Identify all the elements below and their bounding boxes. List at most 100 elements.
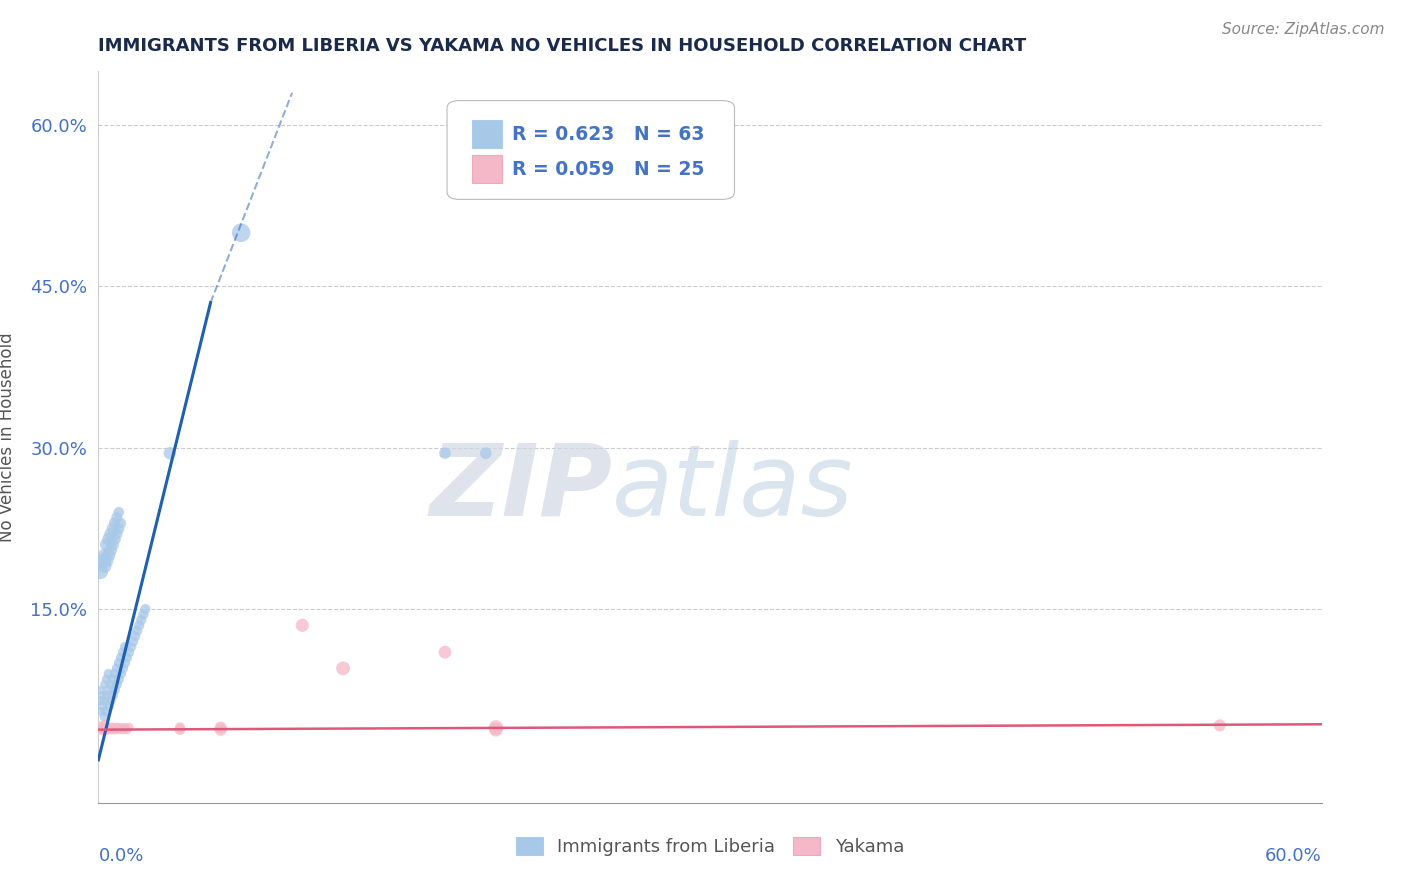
Text: 60.0%: 60.0%	[1265, 847, 1322, 864]
Point	[108, 505, 131, 519]
Point	[115, 723, 138, 737]
Point	[105, 677, 128, 691]
Point	[100, 677, 122, 691]
Point	[110, 666, 132, 681]
Point	[105, 661, 128, 675]
Point	[120, 640, 142, 654]
Point	[118, 645, 141, 659]
Point	[104, 533, 127, 547]
Point	[110, 721, 132, 735]
Point	[108, 656, 131, 670]
Point	[93, 710, 115, 724]
Point	[100, 543, 122, 558]
Point	[110, 650, 132, 665]
Point	[111, 723, 134, 737]
Point	[108, 723, 131, 737]
Point	[96, 538, 118, 552]
Point	[434, 446, 457, 460]
Point	[291, 618, 314, 632]
Point	[104, 723, 127, 737]
Text: IMMIGRANTS FROM LIBERIA VS YAKAMA NO VEHICLES IN HOUSEHOLD CORRELATION CHART: IMMIGRANTS FROM LIBERIA VS YAKAMA NO VEH…	[98, 37, 1026, 54]
Point	[96, 723, 118, 737]
Point	[111, 661, 134, 675]
Point	[105, 721, 128, 735]
Point	[100, 527, 122, 541]
Point	[104, 516, 127, 530]
Point	[97, 666, 120, 681]
Point	[93, 718, 115, 732]
Point	[159, 446, 181, 460]
Text: R = 0.623   N = 63: R = 0.623 N = 63	[512, 125, 704, 144]
Point	[132, 607, 155, 622]
Point	[169, 723, 191, 737]
Point	[96, 672, 118, 686]
Point	[129, 613, 152, 627]
FancyBboxPatch shape	[447, 101, 734, 200]
Point	[114, 721, 136, 735]
Point	[93, 693, 115, 707]
Point	[97, 721, 120, 735]
Point	[128, 618, 150, 632]
Point	[114, 640, 136, 654]
Point	[97, 682, 120, 697]
Legend: Immigrants from Liberia, Yakama: Immigrants from Liberia, Yakama	[509, 830, 911, 863]
Point	[169, 721, 191, 735]
Point	[115, 650, 138, 665]
Point	[105, 510, 128, 524]
Point	[89, 565, 111, 579]
Point	[96, 705, 118, 719]
Point	[485, 723, 508, 737]
Point	[110, 516, 132, 530]
Point	[91, 723, 114, 737]
Point	[96, 554, 118, 568]
Point	[108, 672, 131, 686]
Point	[100, 723, 122, 737]
Point	[111, 645, 134, 659]
Point	[231, 226, 253, 240]
Point	[97, 533, 120, 547]
Text: ZIP: ZIP	[429, 440, 612, 537]
Point	[118, 721, 141, 735]
Point	[209, 723, 232, 737]
Point	[127, 624, 149, 638]
Point	[124, 629, 146, 643]
Text: Source: ZipAtlas.com: Source: ZipAtlas.com	[1222, 22, 1385, 37]
Point	[101, 721, 124, 735]
Point	[108, 521, 131, 535]
Point	[89, 682, 111, 697]
Point	[101, 521, 124, 535]
Point	[100, 693, 122, 707]
Point	[91, 554, 114, 568]
Point	[434, 645, 457, 659]
Point	[91, 688, 114, 702]
Point	[104, 682, 127, 697]
Point	[101, 672, 124, 686]
Point	[485, 721, 508, 735]
Point	[209, 721, 232, 735]
Point	[89, 705, 111, 719]
Point	[332, 661, 354, 675]
Text: atlas: atlas	[612, 440, 853, 537]
Point	[91, 698, 114, 713]
Point	[96, 688, 118, 702]
Point	[105, 527, 128, 541]
Point	[122, 634, 145, 648]
Point	[474, 446, 498, 460]
Point	[89, 721, 111, 735]
Point	[134, 602, 156, 616]
Point	[93, 677, 115, 691]
Point	[97, 698, 120, 713]
Point	[104, 666, 127, 681]
Point	[1209, 718, 1232, 732]
Point	[101, 688, 124, 702]
FancyBboxPatch shape	[471, 120, 502, 148]
Point	[89, 693, 111, 707]
Point	[101, 538, 124, 552]
Text: 0.0%: 0.0%	[98, 847, 143, 864]
Point	[97, 549, 120, 563]
Point	[93, 559, 115, 574]
Y-axis label: No Vehicles in Household: No Vehicles in Household	[0, 332, 17, 542]
Point	[93, 549, 115, 563]
Point	[114, 656, 136, 670]
FancyBboxPatch shape	[471, 155, 502, 183]
